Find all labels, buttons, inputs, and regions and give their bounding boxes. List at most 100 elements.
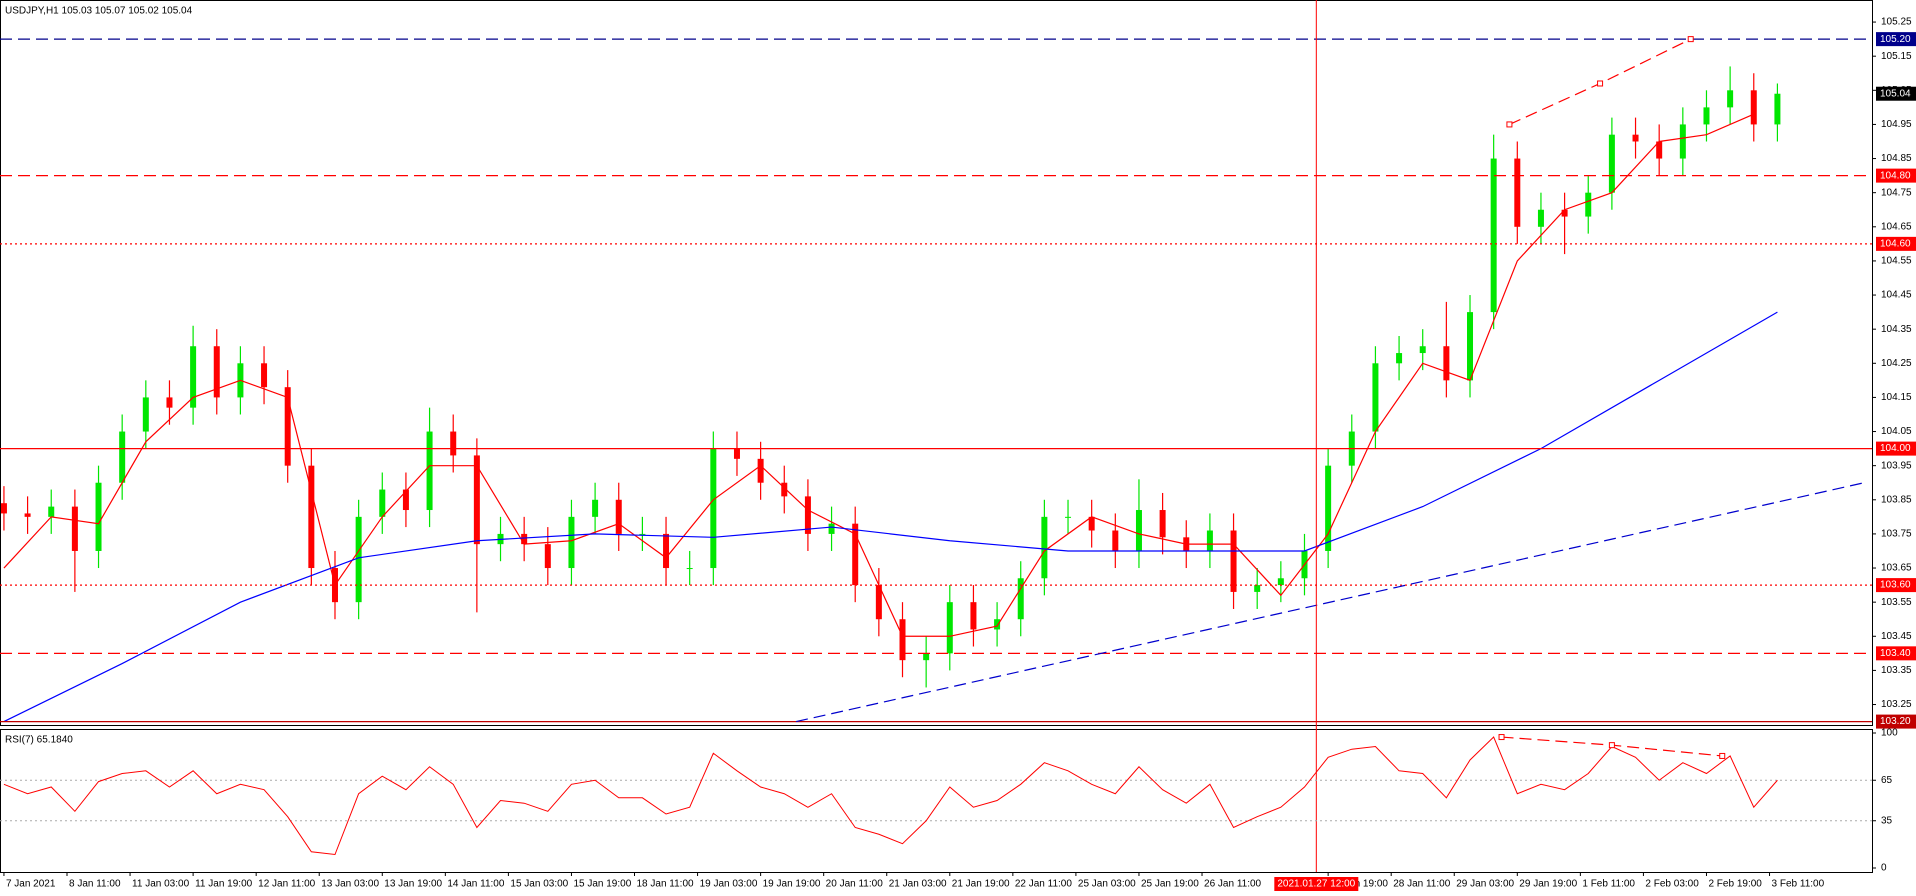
y-tick-label: 104.45 [1881,290,1912,301]
candle-body [1585,192,1592,217]
y-tick-label: 103.95 [1881,460,1912,471]
candle-body [1703,107,1710,125]
candle-body [1159,510,1166,538]
rsi-line [3,736,1778,856]
candle-body [0,503,7,514]
candle-body [828,523,835,534]
y-tick-label: 104.85 [1881,153,1912,164]
level-label: 105.20 [1880,34,1911,45]
x-tick-label: 18 Jan 11:00 [637,879,695,890]
y-tick-label: 104.35 [1881,324,1912,335]
x-tick-label: 8 Jan 11:00 [69,879,121,890]
candle-body [757,458,764,483]
candle-body [970,602,977,630]
y-tick-label: 103.65 [1881,563,1912,574]
candle-body [544,544,551,569]
candle-body [1679,124,1686,159]
candle-body [1656,141,1663,159]
y-tick-label: 104.15 [1881,392,1912,403]
x-tick-label: 29 Jan 03:00 [1456,879,1514,890]
candle-body [1396,353,1403,364]
candle-body [1277,578,1284,586]
candle-body [1041,516,1048,579]
y-tick-label: 35 [1881,815,1893,826]
candle-body [615,499,622,534]
x-tick-label: 26 Jan 11:00 [1204,879,1262,890]
current-price-box [1876,86,1916,101]
trendline-anchor [1597,80,1604,87]
x-tick-label: 20 Jan 11:00 [826,879,884,890]
panel-title: RSI(7) 65.1840 [5,735,73,746]
current-price-label: 105.04 [1880,88,1911,99]
candle-body [852,523,859,586]
candle-body [639,533,646,535]
x-tick-label: 13 Jan 19:00 [384,879,442,890]
trendline-anchor [1498,734,1505,741]
candle-body [1325,465,1332,551]
candle-body [1088,516,1095,531]
x-tick-label: 15 Jan 19:00 [573,879,631,890]
x-tick-label: 19 Jan 19:00 [763,879,821,890]
candle-body [781,482,788,497]
candle-body [1727,90,1734,108]
candle-body [1065,516,1072,518]
x-tick-label: 2 Feb 03:00 [1645,879,1699,890]
candle-body [686,568,693,570]
x-tick-label: 12 Jan 11:00 [258,879,316,890]
candle-body [1608,134,1615,193]
candle-body [592,499,599,517]
candle-body [1230,530,1237,592]
candle-body [1632,134,1639,142]
level-label-box [1876,578,1916,593]
candle-body [733,448,740,459]
candle-body [1490,158,1497,313]
candle-body [1774,93,1781,125]
candle-body [95,482,102,551]
y-tick-label: 104.05 [1881,426,1912,437]
candle-body [142,397,149,432]
y-tick-label: 104.25 [1881,358,1912,369]
candle-body [1750,90,1757,125]
level-label: 104.80 [1880,170,1911,181]
candle-body [213,346,220,398]
y-tick-label: 103.55 [1881,597,1912,608]
level-label-box [1876,646,1916,661]
panel-title: USDJPY,H1 105.03 105.07 105.02 105.04 [5,6,193,17]
y-tick-label: 65 [1881,775,1893,786]
trendline-anchor [1687,36,1694,43]
x-tick-label: 15 Jan 03:00 [510,879,568,890]
candle-body [166,397,173,408]
moving-average [3,311,1778,723]
trendline [795,482,1865,723]
candle-body [1514,158,1521,227]
candle-body [119,431,126,483]
y-tick-label: 103.75 [1881,529,1912,540]
candle-body [875,585,882,620]
candle-body [521,533,528,545]
moving-average [3,113,1755,637]
candle-body [426,431,433,511]
y-tick-label: 105.25 [1881,17,1912,28]
candle-body [663,533,670,569]
candle-body [48,506,55,517]
x-tick-label: 25 Jan 19:00 [1141,879,1199,890]
level-label: 103.20 [1880,716,1911,727]
x-tick-label: 29 Jan 19:00 [1519,879,1577,890]
candle-body [24,513,31,517]
candle-body [284,387,291,466]
x-tick-label: 27 Jan 19:00 [1330,879,1388,890]
candle-body [1419,346,1426,354]
candle-body [1112,530,1119,551]
level-label-box [1876,441,1916,456]
level-label-box [1876,714,1916,729]
x-tick-label: 25 Jan 03:00 [1078,879,1136,890]
candle-body [308,465,315,569]
candle-body [1372,363,1379,432]
candle-body [946,602,953,654]
level-label-box [1876,32,1916,47]
x-tick-label: 21 Jan 19:00 [952,879,1010,890]
crosshair-label: 2021.01.27 12:00 [1277,879,1355,890]
level-label: 103.60 [1880,580,1911,591]
